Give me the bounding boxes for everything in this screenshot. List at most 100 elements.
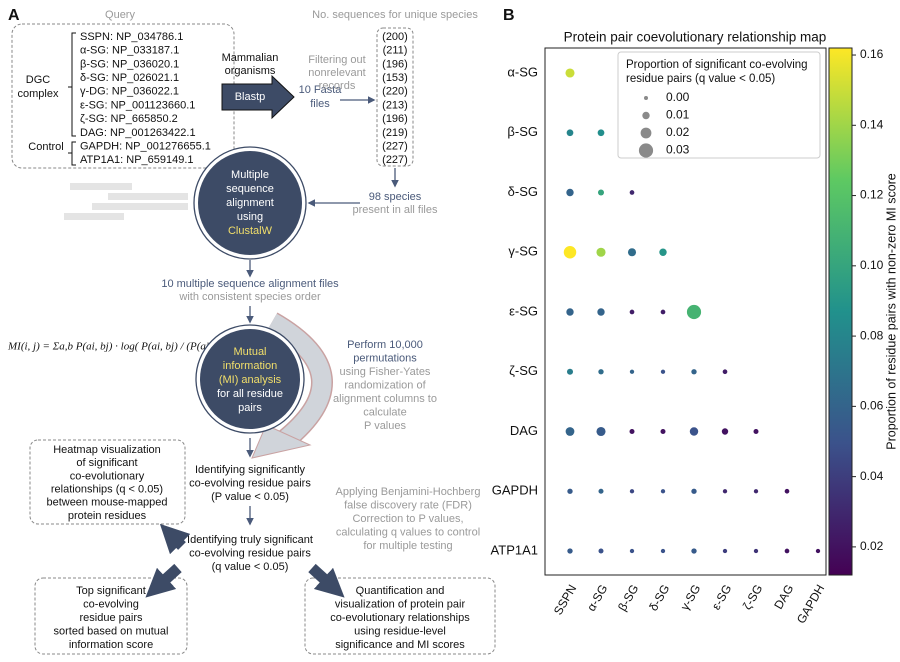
output-box	[29, 439, 186, 525]
x-tick-label: ζ-SG	[740, 582, 765, 612]
query-title: Query	[105, 9, 135, 21]
species-text: present in all files	[353, 204, 438, 216]
bubble	[784, 548, 790, 554]
legend-box	[617, 51, 821, 159]
legend-label: 0.01	[666, 108, 690, 122]
output-text: co-evolving	[83, 598, 139, 610]
legend-marker	[638, 143, 654, 158]
y-tick-label: DAG	[510, 423, 538, 438]
output-text: Quantification and	[356, 585, 445, 597]
colorbar-label: Proportion of residue pairs with non-zer…	[884, 173, 898, 450]
permutation-text: P values	[364, 420, 406, 432]
colorbar-tick-label: 0.12	[860, 188, 884, 202]
fdr-text: Correction to P values,	[352, 513, 463, 525]
count-value: (196)	[382, 58, 408, 70]
legend-marker	[642, 111, 650, 120]
y-tick-label: ε-SG	[509, 303, 538, 318]
count-value: (227)	[382, 154, 408, 166]
bubble	[691, 488, 697, 494]
bubble	[722, 548, 728, 554]
legend-label: 0.02	[666, 125, 690, 139]
loop-arrowhead	[251, 424, 312, 459]
count-value: (213)	[382, 99, 408, 111]
step-text: Identifying truly significant	[187, 534, 313, 546]
query-entry: ε-SG: NP_001123660.1	[80, 99, 195, 111]
y-tick-label: β-SG	[507, 124, 538, 139]
fdr-text: calculating q values to control	[336, 526, 480, 538]
legend-label: 0.03	[666, 143, 690, 157]
panel-label: B	[503, 7, 515, 24]
bubble	[565, 68, 575, 78]
group-label: complex	[18, 88, 59, 100]
y-tick-label: α-SG	[507, 64, 538, 79]
counts-box	[376, 27, 414, 167]
permutation-text: Perform 10,000	[347, 339, 423, 351]
output-text: visualization of protein pair	[335, 598, 466, 610]
circle-text: Multiple	[231, 169, 269, 181]
step-text: co-evolving residue pairs	[189, 547, 311, 559]
fdr-text: for multiple testing	[363, 540, 452, 552]
count-value: (153)	[382, 72, 408, 84]
query-entry: γ-DG: NP_036022.1	[80, 86, 179, 98]
query-entry: β-SG: NP_036020.1	[80, 58, 179, 70]
legend-marker	[644, 96, 648, 100]
bubble	[660, 369, 666, 374]
circle-text: alignment	[226, 197, 274, 209]
bubble	[721, 428, 729, 435]
bubble	[566, 368, 574, 375]
thick-arrow	[308, 563, 345, 598]
seq-bar	[64, 213, 124, 220]
output-box	[304, 577, 496, 655]
bubble	[597, 189, 605, 196]
legend-marker	[640, 127, 652, 139]
fdr-text: false discovery rate (FDR)	[344, 499, 472, 511]
query-list: SSPN: NP_034786.1 α-SG: NP_033187.1β-SG: …	[80, 31, 211, 166]
filter-text: records	[319, 80, 356, 92]
plot-frame	[544, 47, 827, 576]
legend-title: Proportion of significant co-evolving	[626, 59, 808, 71]
output-text: of significant	[76, 457, 137, 469]
legend-title: residue pairs (q value < 0.05)	[626, 73, 775, 85]
circle-text: ClustalW	[228, 225, 273, 237]
colorbar-tick-label: 0.10	[860, 258, 884, 272]
count-value: (219)	[382, 127, 408, 139]
files-text: 10 multiple sequence alignment files	[161, 278, 339, 290]
blast-source: organisms	[225, 65, 276, 77]
bubble	[565, 427, 575, 436]
blast-tool: Blastp	[235, 91, 266, 103]
bubble	[753, 489, 759, 494]
bubble	[596, 426, 606, 437]
bubble	[659, 248, 667, 256]
colorbar	[828, 47, 853, 576]
step-text: co-evolving residue pairs	[189, 477, 311, 489]
output-text: co-evolutionary	[70, 470, 145, 482]
bubble	[753, 548, 759, 554]
permutation-text: using Fisher-Yates	[340, 366, 431, 378]
truly-significant-text: Identifying truly significantco-evolving…	[187, 534, 313, 573]
colorbar-tick-label: 0.16	[860, 47, 884, 61]
bubble	[566, 188, 574, 197]
thick-arrow	[145, 563, 182, 598]
count-value: (227)	[382, 141, 408, 153]
output-text: relationships (q < 0.05)	[51, 484, 163, 496]
blast-source: Mammalian	[222, 52, 279, 64]
panel-b: B Protein pair coevolutionary relationsh…	[491, 7, 899, 626]
query-entry: α-SG: NP_033187.1	[80, 45, 179, 57]
output-text: Heatmap visualization	[53, 444, 161, 456]
panel-a: A Query DGC complex Control SSPN: NP_034…	[7, 7, 496, 655]
bubble	[563, 246, 577, 259]
output-text: information score	[69, 639, 153, 651]
formula: MI(i, j) = Σa,b P(ai, bj) · log( P(ai, b…	[7, 341, 254, 353]
permutation-text: alignment columns to	[333, 393, 437, 405]
query-entry: δ-SG: NP_026021.1	[80, 72, 179, 84]
count-value: (200)	[382, 31, 408, 43]
permutation-text: permutations	[353, 352, 417, 364]
circle-text: for all residue	[217, 388, 283, 400]
bubble	[629, 489, 635, 494]
bubble	[815, 548, 821, 554]
bubble	[597, 129, 605, 137]
species-text: 98 species	[369, 191, 422, 203]
output-box	[34, 577, 188, 655]
circle-text: (MI) analysis	[219, 374, 282, 386]
